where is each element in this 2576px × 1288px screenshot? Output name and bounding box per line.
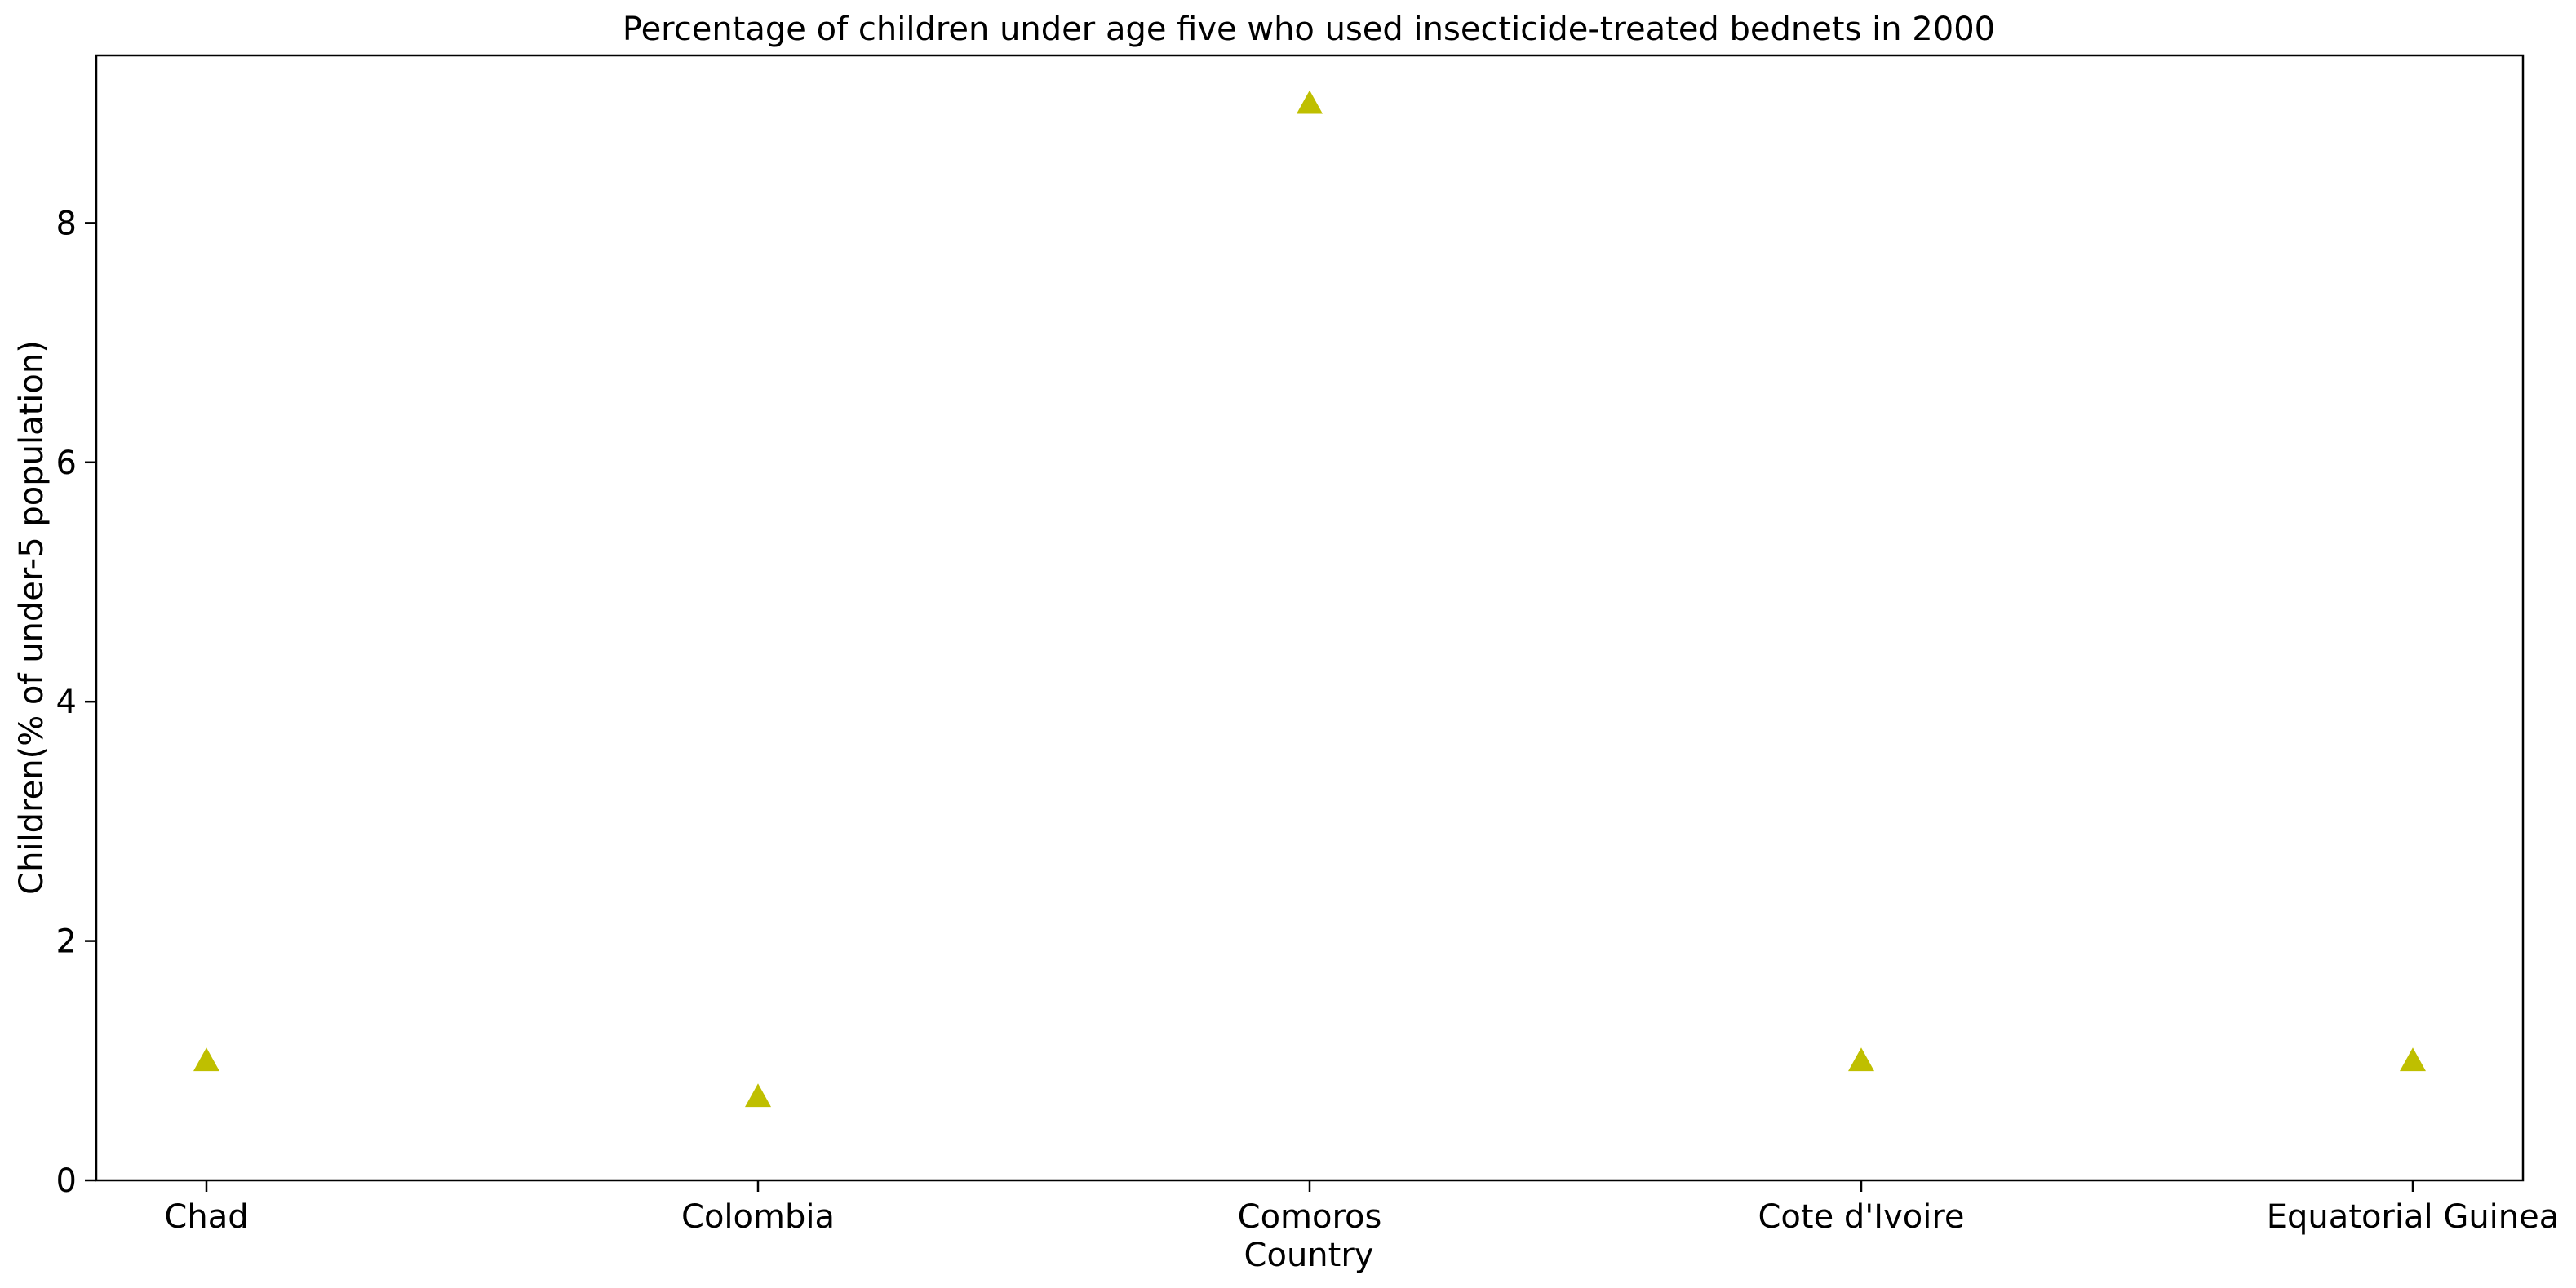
x-axis-ticks: Chad Colombia Comoros Cote d'Ivoire Equatori… bbox=[164, 1180, 2559, 1236]
x-tick-label: Cote d'Ivoire bbox=[1758, 1198, 1964, 1236]
y-axis-ticks: 0 2 4 6 8 bbox=[56, 205, 96, 1200]
x-axis-label: Country bbox=[1244, 1237, 1374, 1274]
x-tick-label: Colombia bbox=[681, 1198, 835, 1236]
y-tick-label: 8 bbox=[56, 205, 77, 242]
data-points bbox=[193, 90, 2426, 1108]
data-point-triangle bbox=[193, 1047, 219, 1072]
y-tick-label: 6 bbox=[56, 445, 77, 482]
x-tick-label: Chad bbox=[164, 1198, 248, 1236]
chart-title: Percentage of children under age five wh… bbox=[623, 11, 1995, 48]
y-tick-label: 4 bbox=[56, 684, 77, 721]
data-point-triangle bbox=[745, 1083, 771, 1108]
data-point-triangle bbox=[1848, 1047, 1874, 1072]
y-tick-label: 0 bbox=[56, 1162, 77, 1200]
x-tick-label: Equatorial Guinea bbox=[2267, 1198, 2560, 1236]
x-tick-label: Comoros bbox=[1238, 1198, 1382, 1236]
data-point-triangle bbox=[1297, 90, 1323, 114]
y-axis-label: Children(% of under-5 population) bbox=[13, 340, 51, 895]
y-tick-label: 2 bbox=[56, 923, 77, 961]
data-point-triangle bbox=[2400, 1047, 2426, 1072]
